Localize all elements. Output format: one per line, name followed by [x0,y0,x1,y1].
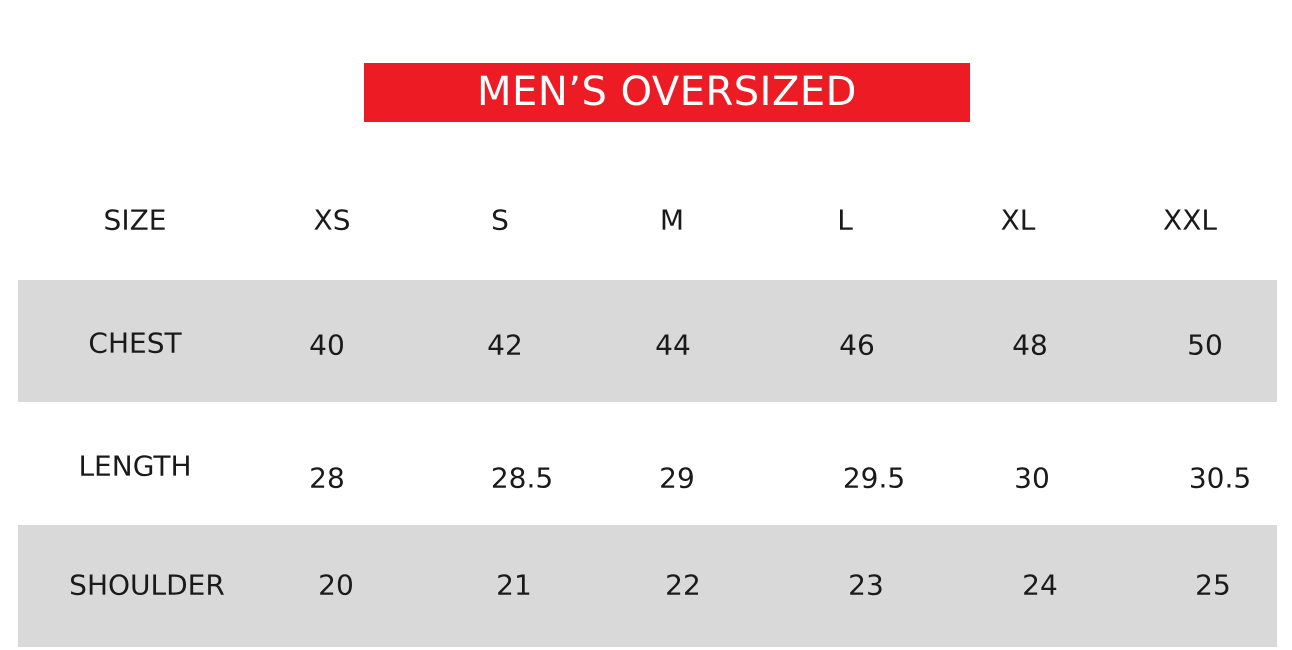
size-header-xxl: XXL [1163,203,1217,237]
table-cell: 40 [309,328,345,362]
row-label-shoulder: SHOULDER [69,568,225,602]
table-cell: 50 [1187,328,1223,362]
table-cell: 20 [318,568,354,602]
header-label: SIZE [103,203,167,237]
size-header-s: S [491,203,509,237]
table-cell: 29.5 [842,461,906,495]
size-header-xl: XL [1000,203,1036,237]
table-cell: 30.5 [1188,461,1252,495]
table-cell: 21 [496,568,532,602]
chart-title: MEN’S OVERSIZED [364,63,970,122]
size-header-xs: XS [313,203,351,237]
table-cell: 30 [1014,461,1050,495]
table-cell: 28.5 [490,461,554,495]
table-cell: 28 [309,461,345,495]
row-band-chest [18,280,1277,402]
table-cell: 29 [659,461,695,495]
table-cell: 25 [1195,568,1231,602]
table-cell: 48 [1012,328,1048,362]
table-cell: 23 [848,568,884,602]
table-cell: 24 [1022,568,1058,602]
row-label-chest: CHEST [88,326,182,360]
size-header-m: M [659,203,685,237]
row-band-shoulder [18,525,1277,647]
table-cell: 46 [839,328,875,362]
table-cell: 42 [487,328,523,362]
table-cell: 22 [665,568,701,602]
table-cell: 44 [655,328,691,362]
size-header-l: L [837,203,853,237]
row-label-length: LENGTH [78,449,192,483]
